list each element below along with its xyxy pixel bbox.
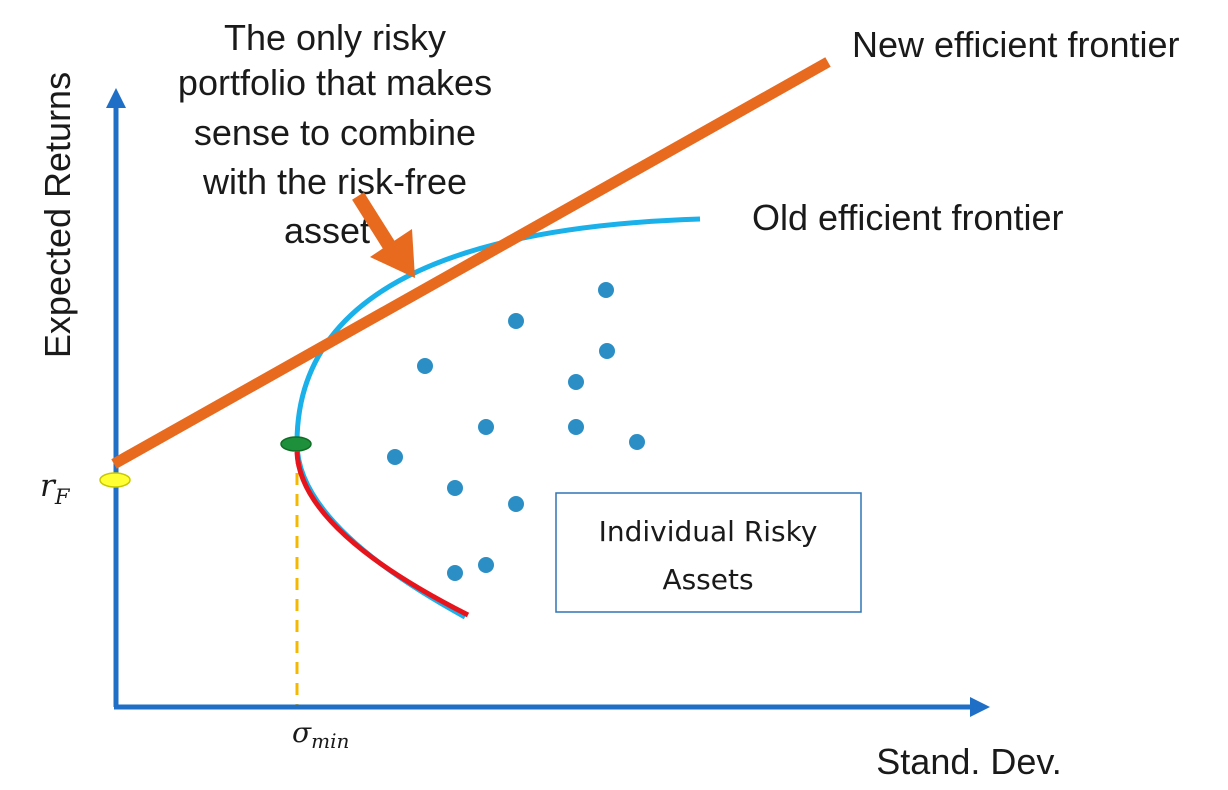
asset-dot: [568, 374, 584, 390]
rf-subscript: F: [54, 485, 71, 509]
arrow-down-right-icon: [352, 192, 415, 278]
asset-dot: [568, 419, 584, 435]
annotation-line-5: asset: [284, 210, 370, 251]
inefficient-frontier-segment: [294, 451, 470, 618]
new-efficient-frontier-line: [111, 57, 831, 469]
individual-risky-asset-dots: [387, 282, 645, 581]
asset-dot: [508, 496, 524, 512]
y-axis-label: Expected Returns: [37, 72, 78, 358]
sigma-min-label: σmin: [292, 716, 349, 753]
sigma-subscript: min: [311, 729, 349, 753]
risk-free-rate-label: rF: [40, 468, 71, 509]
sigma-symbol: σ: [292, 716, 312, 749]
risk-free-rate-marker: [99, 472, 131, 488]
annotation-line-2: portfolio that makes: [178, 62, 492, 103]
individual-risky-assets-box: [555, 492, 862, 613]
box-label-line-2: Assets: [662, 563, 753, 596]
asset-dot: [478, 557, 494, 573]
annotation-line-3: sense to combine: [194, 112, 476, 153]
annotation-text: The only risky portfolio that makes sens…: [178, 17, 492, 251]
asset-dot: [387, 449, 403, 465]
x-axis-label: Stand. Dev.: [876, 741, 1061, 782]
old-frontier-label: Old efficient frontier: [752, 197, 1063, 238]
asset-dot: [478, 419, 494, 435]
minimum-variance-marker: [280, 436, 312, 452]
rf-symbol: r: [40, 468, 57, 504]
box-label-line-1: Individual Risky: [599, 515, 818, 548]
asset-dot: [598, 282, 614, 298]
annotation-line-4: with the risk-free: [202, 161, 467, 202]
asset-dot: [599, 343, 615, 359]
asset-dot: [417, 358, 433, 374]
asset-dot: [447, 480, 463, 496]
asset-dot: [447, 565, 463, 581]
new-frontier-label: New efficient frontier: [852, 24, 1179, 65]
asset-dot: [629, 434, 645, 450]
annotation-line-1: The only risky: [224, 17, 446, 58]
asset-dot: [508, 313, 524, 329]
